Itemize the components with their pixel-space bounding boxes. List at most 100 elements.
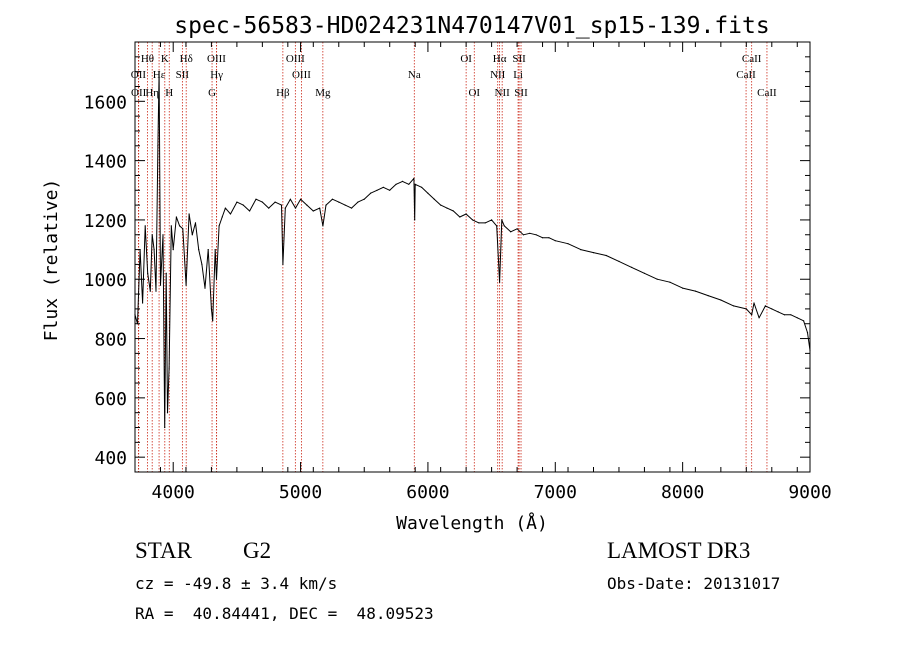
data-point-11 <box>158 71 160 73</box>
data-point-52 <box>306 204 308 206</box>
line-marker-label-7: SII <box>176 69 190 81</box>
data-point-23 <box>185 284 187 286</box>
x-axis-label: Wavelength (Å) <box>396 512 548 534</box>
data-point-47 <box>282 263 284 265</box>
data-point-80 <box>465 213 467 215</box>
line-marker-label-21: NII <box>495 87 511 99</box>
data-point-55 <box>322 225 324 227</box>
data-point-110 <box>733 305 735 307</box>
data-point-97 <box>567 243 569 245</box>
data-point-48 <box>284 207 286 209</box>
data-point-109 <box>720 299 722 301</box>
line-marker-label-3: K <box>161 53 169 65</box>
data-point-10 <box>157 145 159 147</box>
data-point-70 <box>413 177 415 179</box>
data-point-112 <box>751 314 753 316</box>
data-point-37 <box>224 207 226 209</box>
line-marker-label-16: Na <box>408 69 421 81</box>
data-point-42 <box>255 198 257 200</box>
line-marker-label-9: OIII <box>207 53 226 65</box>
line-marker-label-27: CaII <box>757 87 777 99</box>
data-point-102 <box>631 266 633 268</box>
data-point-28 <box>201 263 203 265</box>
data-point-41 <box>249 210 251 212</box>
data-point-108 <box>707 295 709 297</box>
data-point-58 <box>338 201 340 203</box>
data-point-64 <box>376 189 378 191</box>
line-marker-layer <box>138 42 768 472</box>
data-point-33 <box>214 249 216 251</box>
ticks-layer: 4000 5000 6000 7000 8000 9000 400 600 800 1000 120… <box>84 41 832 503</box>
data-point-17 <box>168 367 170 369</box>
x-tick-label-0: 4000 <box>152 482 195 503</box>
data-point-121 <box>803 320 805 322</box>
y-tick-label-5: 1400 <box>84 152 127 173</box>
line-marker-label-17: OI <box>460 53 472 65</box>
data-point-101 <box>618 260 620 262</box>
observation-date: Obs-Date: 20131017 <box>607 574 781 593</box>
data-point-76 <box>440 204 442 206</box>
data-point-60 <box>350 207 353 209</box>
line-marker-label-1: OII <box>131 69 147 81</box>
data-point-68 <box>401 180 404 182</box>
data-point-77 <box>446 207 448 209</box>
data-point-99 <box>592 252 595 254</box>
data-point-53 <box>312 210 314 212</box>
data-point-96 <box>554 240 556 242</box>
data-point-71 <box>414 219 416 221</box>
data-point-86 <box>499 281 501 283</box>
y-tick-label-6: 1600 <box>84 92 127 113</box>
data-point-12 <box>159 284 162 286</box>
data-point-119 <box>790 314 792 316</box>
line-marker-label-5: Hη <box>145 87 159 99</box>
object-subclass: G2 <box>243 538 272 563</box>
data-point-120 <box>796 317 798 319</box>
data-point-59 <box>344 204 346 206</box>
line-marker-label-20: NII <box>490 69 506 81</box>
data-point-85 <box>496 225 498 227</box>
data-point-5 <box>147 272 149 274</box>
data-point-115 <box>764 305 767 307</box>
data-point-104 <box>656 278 658 280</box>
data-point-94 <box>541 237 544 239</box>
chart-title: spec-56583-HD024231N470147V01_sp15-139.f… <box>174 13 769 39</box>
data-point-89 <box>510 231 512 233</box>
data-point-18 <box>170 225 172 227</box>
data-point-79 <box>459 216 461 218</box>
data-point-72 <box>414 183 416 185</box>
data-point-29 <box>204 287 206 289</box>
data-point-25 <box>191 234 193 236</box>
data-point-20 <box>175 216 177 218</box>
data-point-65 <box>382 186 384 188</box>
x-tick-label-5: 9000 <box>788 482 831 503</box>
data-point-87 <box>501 219 503 221</box>
data-point-74 <box>427 192 429 194</box>
data-point-114 <box>758 317 760 319</box>
line-marker-label-18: OI <box>468 87 480 99</box>
survey-name: LAMOST DR3 <box>607 538 751 563</box>
data-point-3 <box>142 302 144 304</box>
data-point-46 <box>280 204 283 206</box>
data-point-84 <box>491 219 493 221</box>
data-point-93 <box>535 234 537 236</box>
data-point-27 <box>198 249 200 251</box>
line-marker-label-0: Hθ <box>141 53 154 65</box>
line-marker-label-19: Hα <box>493 53 507 65</box>
line-marker-label-8: Hδ <box>180 53 193 65</box>
data-point-81 <box>471 219 474 221</box>
data-point-92 <box>529 232 531 234</box>
data-point-30 <box>207 249 209 251</box>
data-point-45 <box>274 201 276 203</box>
data-point-7 <box>151 234 153 236</box>
data-point-75 <box>433 198 435 200</box>
sky-coordinates: RA = 40.84441, DEC = 48.09523 <box>135 604 434 623</box>
data-point-78 <box>452 210 454 212</box>
data-point-66 <box>389 189 391 191</box>
data-point-111 <box>745 308 747 310</box>
data-point-95 <box>548 237 550 239</box>
data-point-16 <box>166 412 169 414</box>
data-point-44 <box>268 207 270 209</box>
data-point-31 <box>210 308 212 310</box>
data-point-83 <box>484 222 486 224</box>
data-point-118 <box>783 314 786 316</box>
